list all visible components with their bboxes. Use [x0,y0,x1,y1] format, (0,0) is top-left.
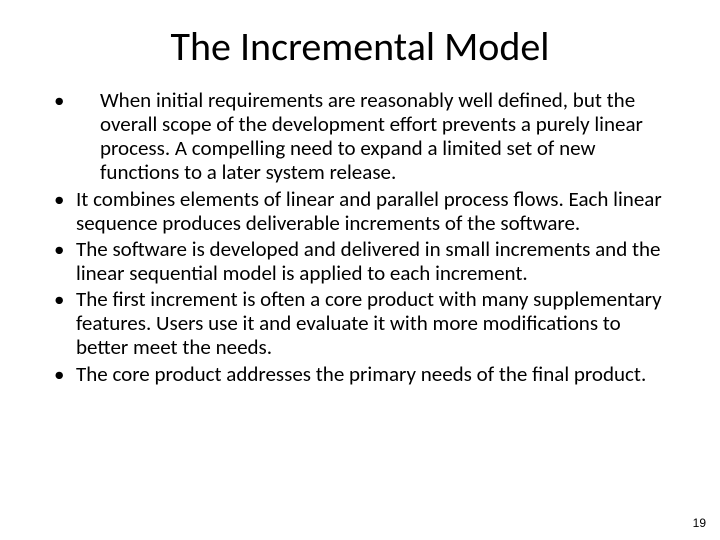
bullet-item: The first increment is often a core prod… [48,287,674,359]
bullet-item: The core product addresses the primary n… [48,362,674,386]
slide: The Incremental Model When initial requi… [0,0,720,540]
bullet-item: The software is developed and delivered … [48,237,674,285]
bullet-list: When initial requirements are reasonably… [48,88,674,386]
slide-title: The Incremental Model [0,22,720,71]
bullet-item: It combines elements of linear and paral… [48,187,674,235]
bullet-item: When initial requirements are reasonably… [48,88,674,185]
page-number: 19 [693,516,706,530]
slide-body: When initial requirements are reasonably… [48,88,674,388]
